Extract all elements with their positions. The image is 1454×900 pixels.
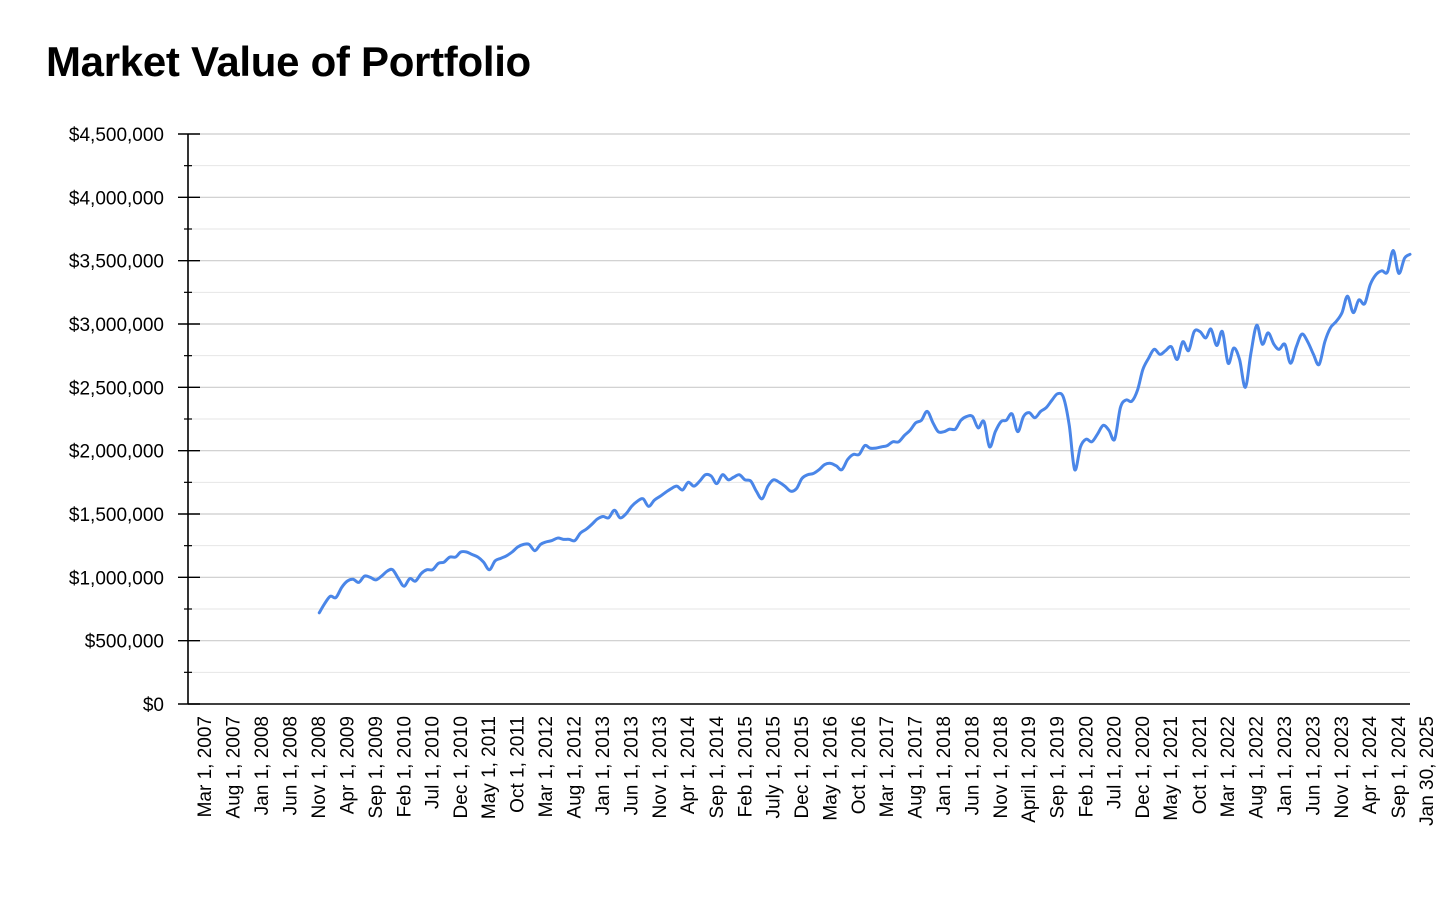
x-tick-label: Jul 1, 2020 (1105, 716, 1126, 809)
x-tick-label: Apr 1, 2014 (678, 716, 699, 815)
x-axis-tick-labels: Mar 1, 2007 Aug 1, 2007 Jan 1, 2008 Jun 1, … (195, 716, 1438, 826)
axes (178, 133, 1410, 705)
x-tick-label: Apr 1, 2024 (1360, 716, 1381, 815)
x-tick-label: Oct 1, 2011 (508, 716, 529, 813)
x-tick-label: Nov 1, 2018 (991, 716, 1012, 818)
x-tick-label: Sep 1, 2009 (366, 716, 387, 818)
x-tick-label: Mar 1, 2007 (195, 716, 216, 817)
y-tick-label: $4,000,000 (69, 188, 164, 209)
x-tick-label: Sep 1, 2019 (1048, 716, 1069, 818)
x-tick-label: Jan 30, 2025 (1417, 716, 1438, 826)
x-tick-label: Mar 1, 2012 (536, 716, 557, 817)
y-tick-label: $1,500,000 (69, 505, 164, 526)
x-tick-label: Aug 1, 2007 (224, 716, 245, 818)
x-tick-label: Jan 1, 2013 (593, 716, 614, 815)
x-tick-label: Jun 1, 2023 (1303, 716, 1324, 815)
x-tick-label: Oct 1, 2021 (1190, 716, 1211, 814)
y-tick-label: $3,000,000 (69, 315, 164, 336)
x-tick-label: July 1, 2015 (763, 716, 784, 818)
chart-title: Market Value of Portfolio (46, 38, 531, 85)
x-tick-label: Nov 1, 2013 (650, 716, 671, 818)
x-tick-label: Jul 1, 2010 (422, 716, 443, 809)
y-tick-label: $1,000,000 (69, 568, 164, 589)
y-tick-label: $0 (143, 695, 164, 716)
x-tick-label: May 1, 2021 (1161, 716, 1182, 821)
x-tick-label: Dec 1, 2020 (1133, 716, 1154, 818)
y-tick-label: $500,000 (85, 632, 164, 653)
x-tick-label: Sep 1, 2024 (1389, 716, 1410, 819)
x-tick-label: Aug 1, 2017 (906, 716, 927, 818)
x-tick-label: Dec 1, 2010 (451, 716, 472, 818)
x-tick-label: Apr 1, 2009 (337, 716, 358, 814)
x-tick-label: Feb 1, 2020 (1076, 716, 1097, 817)
gridlines (188, 133, 1410, 673)
x-tick-label: Aug 1, 2022 (1247, 716, 1268, 818)
x-tick-label: April 1, 2019 (1019, 716, 1040, 823)
y-tick-label: $3,500,000 (69, 252, 164, 273)
x-tick-label: Jan 1, 2018 (934, 716, 955, 815)
series-line-0 (317, 249, 1412, 615)
x-tick-label: May 1, 2016 (820, 716, 841, 821)
y-tick-label: $2,500,000 (69, 378, 164, 399)
series-group (317, 249, 1412, 615)
x-tick-label: Jan 1, 2008 (252, 716, 273, 815)
x-tick-label: Mar 1, 2017 (877, 716, 898, 817)
x-tick-label: Feb 1, 2015 (735, 716, 756, 817)
x-tick-label: Feb 1, 2010 (394, 716, 415, 817)
y-axis-tick-labels: $0 $500,000 $1,000,000 $1,500,000 $2,000,000… (69, 125, 164, 716)
x-tick-label: Sep 1, 2014 (707, 716, 728, 819)
x-tick-label: Oct 1, 2016 (849, 716, 870, 814)
x-tick-label: Jan 1, 2023 (1275, 716, 1296, 815)
y-tick-label: $2,000,000 (69, 442, 164, 463)
y-tick-label: $4,500,000 (69, 125, 164, 146)
x-tick-label: Jun 1, 2018 (962, 716, 983, 815)
x-tick-label: Mar 1, 2022 (1218, 716, 1239, 817)
x-tick-label: Nov 1, 2023 (1332, 716, 1353, 818)
x-tick-label: Nov 1, 2008 (309, 716, 330, 818)
x-tick-label: Jun 1, 2008 (281, 716, 302, 815)
x-tick-label: Aug 1, 2012 (565, 716, 586, 818)
x-tick-label: Jun 1, 2013 (621, 716, 642, 815)
x-tick-label: Dec 1, 2015 (792, 716, 813, 818)
x-tick-label: May 1, 2011 (479, 716, 500, 819)
